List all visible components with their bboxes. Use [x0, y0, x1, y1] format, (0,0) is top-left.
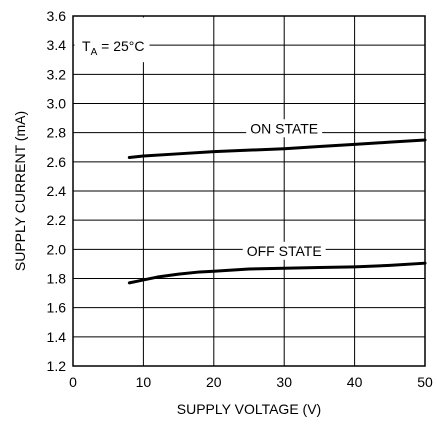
y-tick-label: 2.4 [47, 183, 67, 199]
y-tick-label: 3.0 [47, 96, 67, 112]
y-tick-label: 1.6 [47, 300, 67, 316]
y-tick-label: 2.8 [47, 125, 67, 141]
condition-subscript: A [91, 47, 98, 58]
tick-labels: 0 10 20 30 40 50 1.2 1.4 1.6 1.8 2.0 2.2 2.4 2.6 2.8 3.… [47, 8, 433, 390]
condition-label: TA = 25°C [74, 17, 150, 63]
off-state-line [127, 261, 427, 285]
x-tick-label: 20 [206, 374, 222, 390]
y-tick-label: 2.2 [47, 212, 67, 228]
condition-value: = 25°C [97, 38, 144, 54]
on-state-line [127, 138, 427, 159]
x-tick-label: 50 [417, 374, 433, 390]
x-tick-label: 0 [69, 374, 77, 390]
off-state-label-background [242, 241, 326, 260]
y-tick-label: 3.2 [47, 66, 67, 82]
x-tick-label: 40 [347, 374, 363, 390]
series-layer: ON STATE OFF STATE [127, 119, 427, 285]
y-tick-label: 1.8 [47, 271, 67, 287]
on-state-label: ON STATE [250, 120, 318, 136]
y-tick-label: 3.6 [47, 8, 67, 24]
temperature-condition: TA = 25°C [82, 38, 144, 58]
y-axis-label: SUPPLY CURRENT (mA) [12, 111, 28, 271]
grid [73, 16, 425, 366]
plot-area [72, 15, 426, 367]
x-axis-label: SUPPLY VOLTAGE (V) [177, 401, 321, 417]
off-state-label: OFF STATE [247, 243, 322, 259]
y-tick-label: 1.4 [47, 329, 67, 345]
y-tick-label: 2.6 [47, 154, 67, 170]
on-state-label-background [246, 119, 323, 138]
y-tick-label: 1.2 [47, 358, 67, 374]
y-tick-label: 2.0 [47, 241, 67, 257]
condition-symbol: T [82, 38, 91, 54]
x-tick-label: 10 [136, 374, 152, 390]
y-tick-label: 3.4 [47, 37, 67, 53]
x-tick-label: 30 [276, 374, 292, 390]
